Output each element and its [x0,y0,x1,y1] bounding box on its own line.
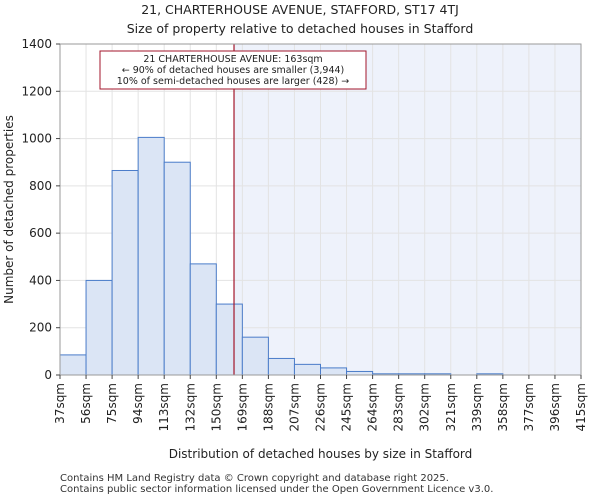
y-axis-label: Number of detached properties [2,115,16,304]
x-tick-label: 245sqm [340,383,354,431]
y-axis-ticks: 0 200 400 600 800 1000 1200 1400 [21,37,60,382]
x-tick-label: 150sqm [209,383,223,431]
x-tick-label: 37sqm [53,383,67,424]
histogram-bar [137,136,165,376]
histogram-bar [215,303,243,376]
annotation-border [99,50,367,90]
x-tick-label: 396sqm [548,383,562,431]
y-tick-label: 1200 [21,84,52,98]
x-tick-label: 94sqm [131,383,145,424]
y-tick-label: 0 [44,368,52,382]
x-tick-label: 415sqm [574,383,588,431]
highlight-region [234,44,581,375]
chart-subtitle: Size of property relative to detached ho… [126,21,474,36]
histogram-bar [163,161,191,376]
y-tick-label: 400 [29,273,52,287]
annotation-line-3: 10% of semi-detached houses are larger (… [117,76,350,87]
annotation-box: 21 CHARTERHOUSE AVENUE: 163sqm ← 90% of … [99,50,367,90]
histogram-bar [111,169,139,376]
annotation-line-1: 21 CHARTERHOUSE AVENUE: 163sqm [143,54,322,65]
x-tick-label: 75sqm [105,383,119,424]
histogram-bar [59,354,87,376]
y-tick-label: 1400 [21,37,52,51]
y-tick-label: 800 [29,179,52,193]
histogram-bar [293,363,322,376]
histogram-bar [320,367,348,376]
annotation-line-2: ← 90% of detached houses are smaller (3,… [122,65,345,76]
x-tick-label: 321sqm [444,383,458,431]
histogram-bar [241,336,269,376]
histogram-bar [267,357,295,376]
x-tick-label: 132sqm [183,383,197,431]
x-tick-label: 302sqm [418,383,432,431]
x-tick-label: 377sqm [522,383,536,431]
y-tick-label: 600 [29,226,52,240]
footer-line-1: Contains HM Land Registry data © Crown c… [60,473,449,484]
x-tick-label: 339sqm [470,383,484,431]
x-tick-label: 226sqm [314,383,328,431]
x-axis-ticks: 37sqm 56sqm 75sqm 94sqm 113sqm 132sqm 150sqm 16… [53,375,588,431]
y-tick-label: 200 [29,321,52,335]
x-tick-label: 207sqm [287,383,301,431]
chart-title: 21, CHARTERHOUSE AVENUE, STAFFORD, ST17 … [141,2,459,17]
x-tick-label: 358sqm [496,383,510,431]
x-tick-label: 56sqm [79,383,93,424]
y-tick-label: 1000 [21,132,52,146]
footer-line-2: Contains public sector information licen… [60,484,494,495]
x-tick-label: 264sqm [366,383,380,431]
histogram-bar [189,263,217,376]
bars-group [59,136,504,376]
x-tick-label: 169sqm [235,383,249,431]
x-tick-label: 113sqm [157,383,171,431]
x-axis-label: Distribution of detached houses by size … [169,447,473,461]
x-tick-label: 188sqm [261,383,275,431]
histogram-bar [346,370,374,376]
histogram-chart: 0 200 400 600 800 1000 1200 1400 37sqm 56sqm 75sq… [2,37,588,461]
histogram-bar [85,279,113,376]
x-tick-label: 283sqm [392,383,406,431]
